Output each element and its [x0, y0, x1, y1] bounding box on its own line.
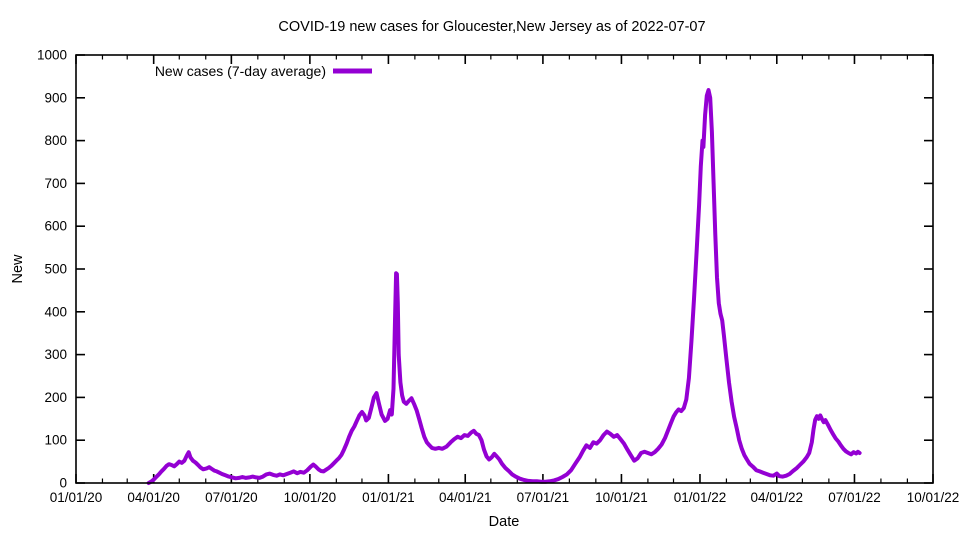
x-tick-label: 04/01/21: [439, 490, 492, 505]
x-tick-label: 10/01/20: [284, 490, 337, 505]
legend: New cases (7-day average): [155, 63, 372, 79]
y-tick-label: 400: [44, 304, 67, 319]
x-tick-label: 01/01/20: [50, 490, 103, 505]
y-tick-label: 800: [44, 133, 67, 148]
x-tick-label: 10/01/22: [907, 490, 960, 505]
y-axis-title: New: [10, 254, 26, 284]
data-series: [146, 88, 862, 485]
chart-title: COVID-19 new cases for Gloucester,New Je…: [278, 19, 705, 35]
y-tick-label: 500: [44, 262, 67, 277]
x-tick-label: 07/01/22: [828, 490, 881, 505]
y-tick-label: 900: [44, 90, 67, 105]
plot-frame: [75, 54, 934, 484]
y-tick-label: 300: [44, 347, 67, 362]
y-tick-label: 0: [59, 476, 67, 491]
x-axis-title: Date: [489, 514, 520, 530]
y-tick-label: 600: [44, 219, 67, 234]
y-tick-label: 700: [44, 176, 67, 191]
x-tick-label: 04/01/20: [127, 490, 180, 505]
y-tick-label: 200: [44, 390, 67, 405]
legend-label: New cases (7-day average): [155, 63, 326, 79]
axis-ticks: [75, 54, 934, 484]
x-tick-label: 04/01/22: [751, 490, 804, 505]
data-line: [146, 88, 862, 485]
x-tick-label: 01/01/21: [362, 490, 415, 505]
y-tick-label: 100: [44, 433, 67, 448]
y-tick-label: 1000: [37, 48, 67, 63]
tick-labels: 0 100 200 300 400 500 600 700 800 900 1000 01/01/20…: [37, 48, 959, 506]
x-tick-label: 10/01/21: [595, 490, 648, 505]
x-tick-label: 07/01/20: [205, 490, 258, 505]
x-tick-label: 01/01/22: [674, 490, 727, 505]
x-tick-label: 07/01/21: [517, 490, 570, 505]
